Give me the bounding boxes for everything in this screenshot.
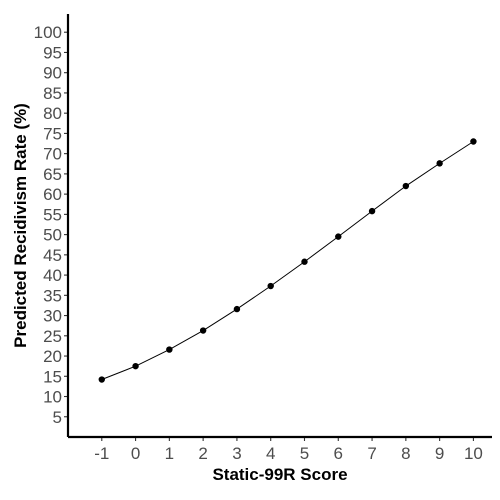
x-tick-label: 5 (300, 444, 309, 463)
y-tick-label: 45 (43, 246, 62, 265)
data-point (233, 305, 241, 313)
y-tick-label: 5 (53, 408, 62, 427)
x-tick-label: 0 (131, 444, 140, 463)
axes-layer (66, 14, 492, 439)
y-tick-label: 70 (43, 145, 62, 164)
y-tick-label: 30 (43, 307, 62, 326)
data-point (470, 138, 477, 145)
x-axis-title: Static-99R Score (212, 465, 347, 484)
y-axis-title: Predicted Recidivism Rate (%) (11, 103, 30, 348)
series-line (101, 141, 474, 380)
x-tick-label: 4 (266, 444, 275, 463)
y-tick-label: 80 (43, 104, 62, 123)
y-tick-label: 50 (43, 226, 62, 245)
data-point (335, 233, 342, 240)
y-tick-label: 65 (43, 165, 62, 184)
x-tick-label: 2 (198, 444, 207, 463)
y-tick-label: 75 (43, 124, 62, 143)
x-tick-label: 9 (435, 444, 444, 463)
y-tick-label: 85 (43, 84, 62, 103)
data-point (267, 282, 274, 290)
series-layer (98, 138, 477, 383)
y-tick-label: 20 (43, 347, 62, 366)
y-tick-label: 25 (43, 327, 62, 346)
x-tick-label: 1 (165, 444, 174, 463)
y-tick-label: 40 (43, 266, 62, 285)
y-tick-label: 90 (43, 64, 62, 83)
data-point (199, 327, 207, 334)
y-tick-label: 95 (43, 43, 62, 62)
y-tick-label: 15 (43, 367, 62, 386)
data-point (98, 376, 105, 383)
x-tick-label: 7 (367, 444, 376, 463)
x-tick-label: 6 (334, 444, 343, 463)
data-point (132, 362, 139, 370)
x-tick-label: 8 (401, 444, 410, 463)
x-tick-label: -1 (94, 444, 109, 463)
y-tick-label: 60 (43, 185, 62, 204)
y-tick-label: 35 (43, 286, 62, 305)
data-point (436, 160, 443, 167)
x-tick-label: 10 (464, 444, 483, 463)
y-tick-label: 55 (43, 205, 62, 224)
y-tick-label: 10 (43, 388, 62, 407)
data-point (402, 182, 410, 190)
data-point (301, 258, 308, 265)
y-tick-label: 100 (34, 23, 62, 42)
data-point (166, 346, 173, 353)
tick-layer: 5101520253035404550556065707580859095100… (34, 23, 483, 463)
x-tick-label: 3 (232, 444, 241, 463)
data-point (368, 207, 376, 215)
